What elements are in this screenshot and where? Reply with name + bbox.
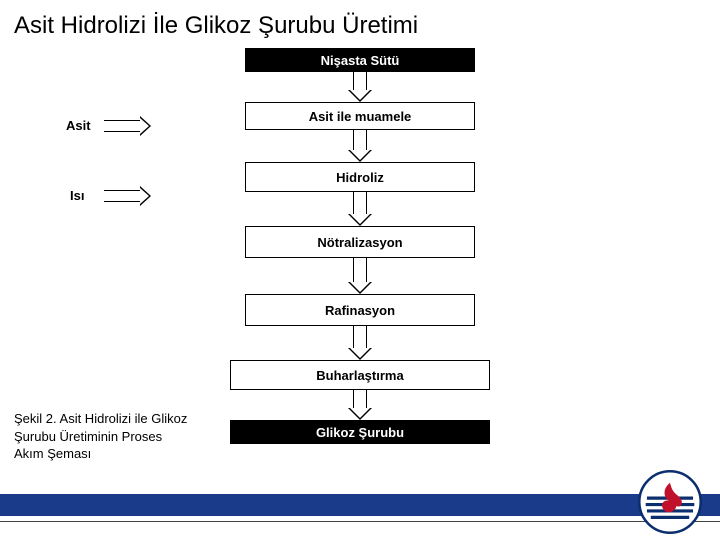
flow-node-n5: Rafinasyon [245, 294, 475, 326]
university-logo [638, 470, 702, 534]
flow-arrow-1 [348, 130, 372, 162]
flow-node-n3: Hidroliz [245, 162, 475, 192]
flow-arrow-3 [348, 258, 372, 294]
flow-node-n6: Buharlaştırma [230, 360, 490, 390]
flow-arrow-4 [348, 326, 372, 360]
side-input-arrow-asit [104, 116, 151, 136]
page-title: Asit Hidrolizi İle Glikoz Şurubu Üretimi [14, 12, 418, 40]
flow-arrow-2 [348, 192, 372, 226]
side-input-arrow-isi [104, 186, 151, 206]
footer-bar [0, 494, 720, 516]
flow-node-n7: Glikoz Şurubu [230, 420, 490, 444]
side-input-label-asit: Asit [66, 118, 91, 133]
figure-caption: Şekil 2. Asit Hidrolizi ile Glikoz Şurub… [14, 410, 194, 463]
side-input-label-isi: Isı [70, 188, 84, 203]
footer-line [0, 521, 720, 522]
flow-arrow-5 [348, 390, 372, 420]
flowchart: Nişasta Sütü Asit ile muamele Hidroliz Nötr… [210, 48, 510, 444]
flow-node-n2: Asit ile muamele [245, 102, 475, 130]
flow-arrow-0 [348, 72, 372, 102]
flow-node-n1: Nişasta Sütü [245, 48, 475, 72]
flow-node-n4: Nötralizasyon [245, 226, 475, 258]
